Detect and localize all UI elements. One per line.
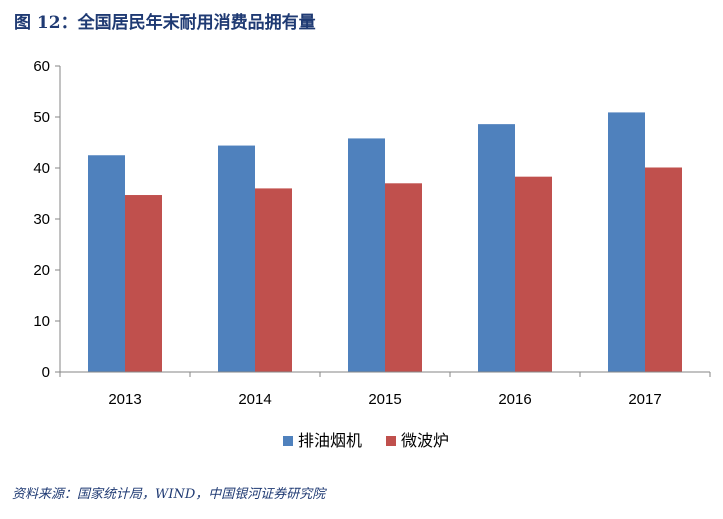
legend-swatch (386, 436, 396, 446)
y-tick-label: 20 (33, 262, 50, 279)
x-axis-ticks: 2013 2014 2015 2016 2017 (59, 372, 711, 408)
bar-2013-series2 (125, 195, 162, 372)
bar-2017-series1 (608, 112, 645, 372)
bar-2013-series1 (88, 155, 125, 372)
bar-2014-series2 (255, 188, 292, 372)
y-tick-label: 0 (42, 364, 50, 381)
legend-swatch (283, 436, 293, 446)
x-tick-label: 2013 (108, 391, 141, 408)
x-tick-label: 2017 (628, 391, 661, 408)
bar-2016-series2 (515, 176, 552, 372)
bar-2017-series2 (645, 167, 682, 372)
source-note: 资料来源：国家统计局，WIND，中国银河证券研究院 (12, 487, 326, 502)
bar-2015-series2 (385, 183, 422, 372)
legend-label: 排油烟机 (298, 431, 362, 450)
y-tick-label: 10 (33, 313, 50, 330)
x-tick-label: 2015 (368, 391, 401, 408)
bar-2015-series1 (348, 138, 385, 372)
bar-2014-series1 (218, 145, 255, 372)
y-tick-label: 60 (33, 58, 50, 75)
y-tick-label: 30 (33, 211, 50, 228)
chart-title: 图 12：全国居民年末耐用消费品拥有量 (14, 13, 316, 33)
legend: 排油烟机 微波炉 (283, 431, 449, 450)
x-tick-label: 2014 (238, 391, 271, 408)
y-tick-label: 40 (33, 160, 50, 177)
legend-label: 微波炉 (401, 431, 449, 450)
bar-2016-series1 (478, 124, 515, 372)
x-tick-label: 2016 (498, 391, 531, 408)
y-tick-label: 50 (33, 109, 50, 126)
bars (88, 112, 682, 372)
y-axis-ticks: 0 10 20 30 40 50 60 (33, 58, 60, 381)
